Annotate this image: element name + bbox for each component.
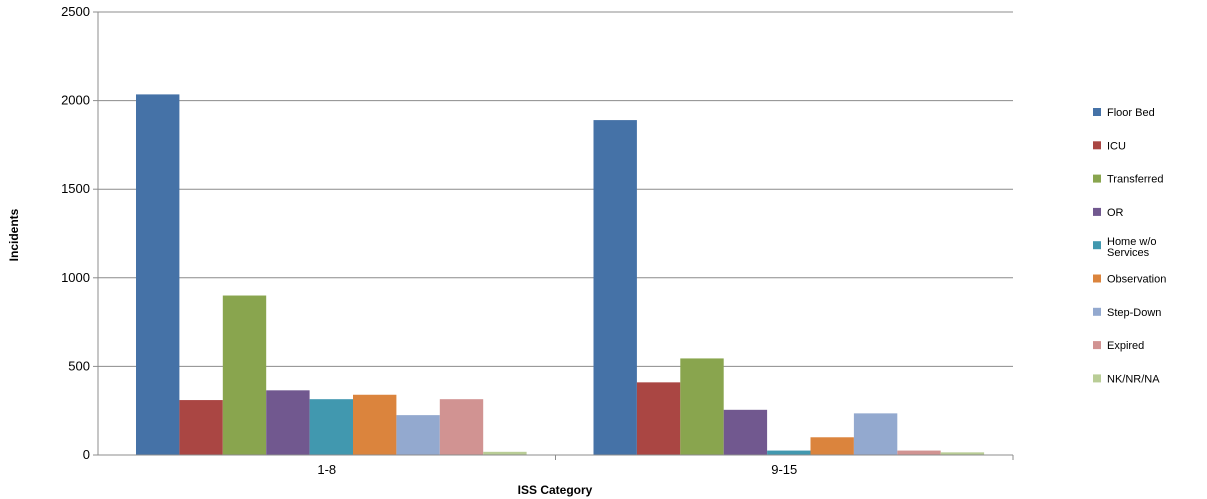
bar-floor-bed-9-15 — [593, 120, 637, 455]
bar-icu-1-8 — [179, 400, 223, 455]
bar-nk-nr-na-1-8 — [483, 451, 527, 455]
bar-observation-1-8 — [353, 394, 397, 455]
x-tick-labels: 1-8 9-15 — [317, 462, 797, 477]
legend-swatch — [1093, 274, 1101, 283]
legend-label: OR — [1107, 207, 1124, 219]
legend-label: ICU — [1107, 140, 1126, 152]
legend-label: Observation — [1107, 274, 1166, 286]
bar-home-w-o-services-1-8 — [309, 399, 353, 455]
x-tick-label: 1-8 — [317, 462, 336, 477]
axes — [97, 12, 1014, 460]
legend-swatch — [1093, 241, 1101, 250]
bar-step-down-9-15 — [853, 413, 898, 455]
bar-expired-1-8 — [439, 399, 484, 455]
bars — [136, 94, 985, 455]
legend-label: Floor Bed — [1107, 107, 1155, 119]
legend-label: Step-Down — [1107, 307, 1161, 319]
y-tick-labels: 0 500 1000 1500 2000 2500 — [61, 4, 90, 462]
bar-expired-9-15 — [897, 450, 941, 455]
legend-swatch — [1093, 374, 1101, 383]
legend-label: Transferred — [1107, 174, 1163, 186]
legend-label: Home w/o Services — [1107, 236, 1157, 259]
y-tick-label: 500 — [68, 358, 90, 373]
bar-transferred-9-15 — [680, 358, 724, 455]
legend-swatch — [1093, 207, 1101, 216]
y-tick-label: 1000 — [61, 270, 90, 285]
x-tick-label: 9-15 — [771, 462, 797, 477]
bar-step-down-1-8 — [396, 415, 440, 455]
legend-swatch — [1093, 141, 1101, 150]
legend-swatch — [1093, 307, 1101, 316]
bar-or-1-8 — [266, 390, 310, 455]
y-tick-label: 2000 — [61, 93, 90, 108]
y-tick-label: 0 — [83, 447, 90, 462]
bar-transferred-1-8 — [222, 295, 267, 455]
y-axis-title: Incidents — [7, 208, 21, 261]
legend-label: NK/NR/NA — [1107, 373, 1160, 385]
y-tick-label: 1500 — [61, 181, 90, 196]
bar-nk-nr-na-9-15 — [940, 452, 985, 455]
legend-swatch — [1093, 341, 1101, 350]
legend-swatch — [1093, 108, 1101, 116]
bar-floor-bed-1-8 — [136, 94, 180, 455]
bar-home-w-o-services-9-15 — [767, 450, 811, 455]
legend-swatch — [1093, 174, 1101, 183]
legend-label: Expired — [1107, 340, 1144, 352]
legend: Floor Bed ICU Transferred OR Home w/o Service… — [1093, 107, 1166, 385]
bar-observation-9-15 — [810, 437, 854, 455]
y-tick-label: 2500 — [61, 4, 90, 19]
bar-icu-9-15 — [636, 382, 681, 455]
x-axis-title: ISS Category — [518, 483, 593, 497]
bar-or-9-15 — [723, 409, 768, 455]
